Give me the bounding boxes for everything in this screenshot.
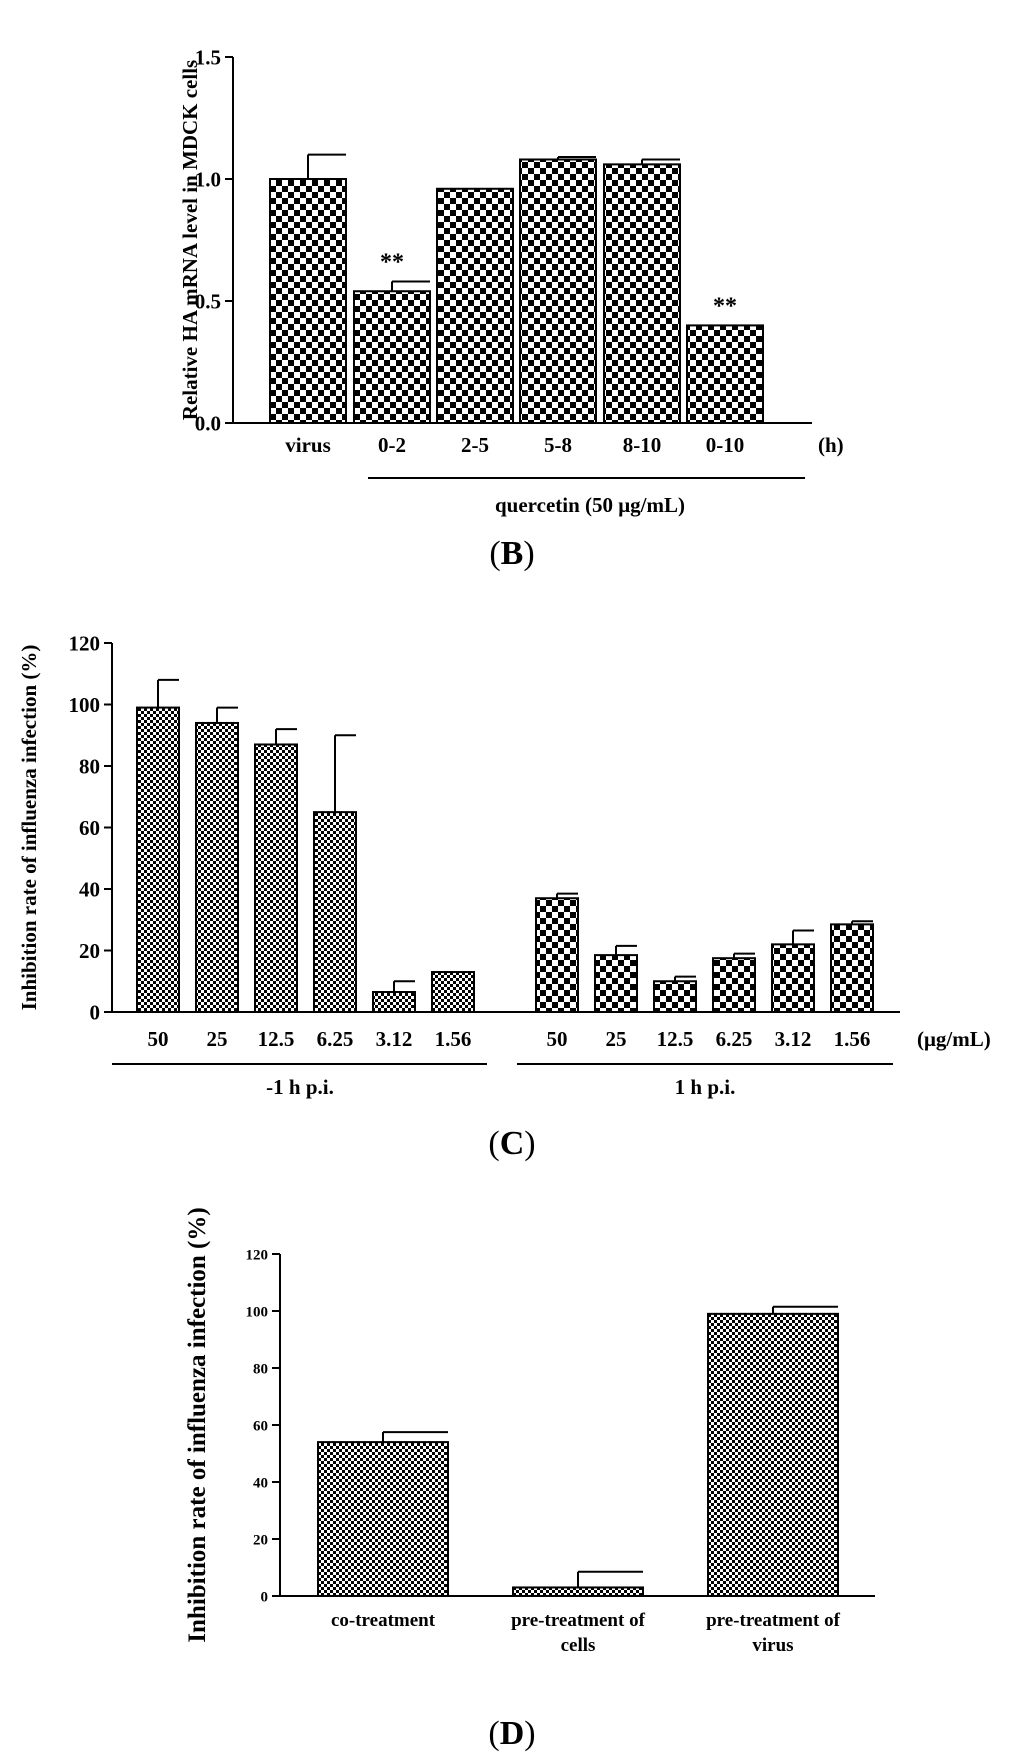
x-tick-label: pre-treatment of — [706, 1610, 840, 1631]
x-unit-label: (h) — [818, 433, 844, 457]
panel-label-c: (C) — [488, 1125, 536, 1162]
x-tick-label: 0-10 — [706, 433, 745, 457]
bar — [431, 971, 475, 1013]
bar — [254, 743, 298, 1013]
group-label: 1 h p.i. — [675, 1075, 736, 1099]
y-tick-label: 0 — [261, 1589, 269, 1605]
x-tick-label: 12.5 — [657, 1027, 694, 1051]
panel-label-d: (D) — [488, 1715, 536, 1752]
bar — [686, 324, 764, 424]
panel-label-b: (B) — [489, 535, 535, 572]
x-tick-label: 50 — [148, 1027, 169, 1051]
bar — [436, 187, 514, 424]
bar — [353, 290, 431, 424]
y-tick-label: 100 — [246, 1304, 269, 1320]
y-tick-label: 80 — [79, 754, 100, 778]
y-tick-label: 40 — [79, 877, 100, 901]
x-tick-label: 3.12 — [376, 1027, 413, 1051]
bar — [830, 923, 874, 1013]
x-tick-label: 2-5 — [461, 433, 489, 457]
x-tick-label: 12.5 — [258, 1027, 295, 1051]
x-tick-label: 5-8 — [544, 433, 572, 457]
y-tick-label: 40 — [253, 1475, 268, 1491]
x-tick-label: 1.56 — [435, 1027, 472, 1051]
y-tick-label: 0.5 — [195, 289, 221, 313]
bar — [594, 954, 638, 1013]
bar — [653, 980, 697, 1013]
bar — [535, 897, 579, 1014]
panel-c: 0 20 40 60 80 100 120 Inhibition rate of influe… — [0, 570, 1024, 1170]
x-tick-label: co-treatment — [331, 1610, 436, 1631]
y-axis-title: Relative HA mRNA level in MDCK cells — [178, 60, 202, 420]
y-axis-title: Inhibition rate of influenza infection (… — [184, 1207, 211, 1642]
x-tick-label: 6.25 — [716, 1027, 753, 1051]
bar — [603, 163, 681, 425]
bar — [317, 1441, 449, 1597]
chart-d: 0 20 40 60 80 100 120 Inhibition rate of influe… — [184, 1207, 875, 1656]
x-tick-label: 25 — [207, 1027, 228, 1051]
x-tick-label: cells — [561, 1635, 596, 1656]
bar — [519, 158, 597, 424]
significance-marker: ** — [380, 249, 404, 275]
group-label: quercetin (50 μg/mL) — [495, 493, 685, 517]
y-tick-label: 20 — [253, 1532, 268, 1548]
bar — [136, 706, 180, 1013]
y-tick-label: 60 — [253, 1418, 268, 1434]
x-tick-label: pre-treatment of — [511, 1610, 645, 1631]
y-tick-label: 100 — [69, 693, 101, 717]
y-axis-title: Inhibition rate of influenza infection (… — [17, 645, 41, 1011]
x-tick-label: 8-10 — [623, 433, 662, 457]
x-tick-label: virus — [752, 1635, 793, 1656]
x-tick-label: virus — [285, 433, 331, 457]
x-tick-label: 50 — [547, 1027, 568, 1051]
bar — [269, 178, 347, 424]
y-tick-label: 120 — [69, 631, 101, 655]
chart-c: 0 20 40 60 80 100 120 Inhibition rate of influe… — [17, 631, 991, 1099]
panel-d: 0 20 40 60 80 100 120 Inhibition rate of influe… — [0, 1170, 1024, 1764]
bar — [712, 957, 756, 1013]
y-tick-label: 0.0 — [195, 411, 221, 435]
y-tick-label: 80 — [253, 1361, 268, 1377]
y-tick-label: 120 — [246, 1247, 269, 1263]
group-label: -1 h p.i. — [266, 1075, 334, 1099]
bar — [313, 811, 357, 1013]
panel-b: 0.0 0.5 1.0 1.5 Relative HA mRNA level in MD… — [0, 0, 1024, 572]
bar — [372, 991, 416, 1014]
bar — [512, 1586, 644, 1598]
significance-marker: ** — [713, 293, 737, 319]
y-tick-label: 1.0 — [195, 167, 221, 191]
x-unit-label: (μg/mL) — [917, 1027, 991, 1051]
x-tick-label: 3.12 — [775, 1027, 812, 1051]
y-tick-label: 0 — [90, 1000, 101, 1024]
y-tick-label: 20 — [79, 939, 100, 963]
bar — [771, 943, 815, 1014]
x-tick-label: 6.25 — [317, 1027, 354, 1051]
bar — [195, 721, 239, 1013]
x-tick-label: 25 — [606, 1027, 627, 1051]
y-tick-label: 1.5 — [195, 45, 221, 69]
y-tick-label: 60 — [79, 816, 100, 840]
bar — [707, 1312, 839, 1597]
x-tick-label: 0-2 — [378, 433, 406, 457]
x-tick-label: 1.56 — [834, 1027, 871, 1051]
